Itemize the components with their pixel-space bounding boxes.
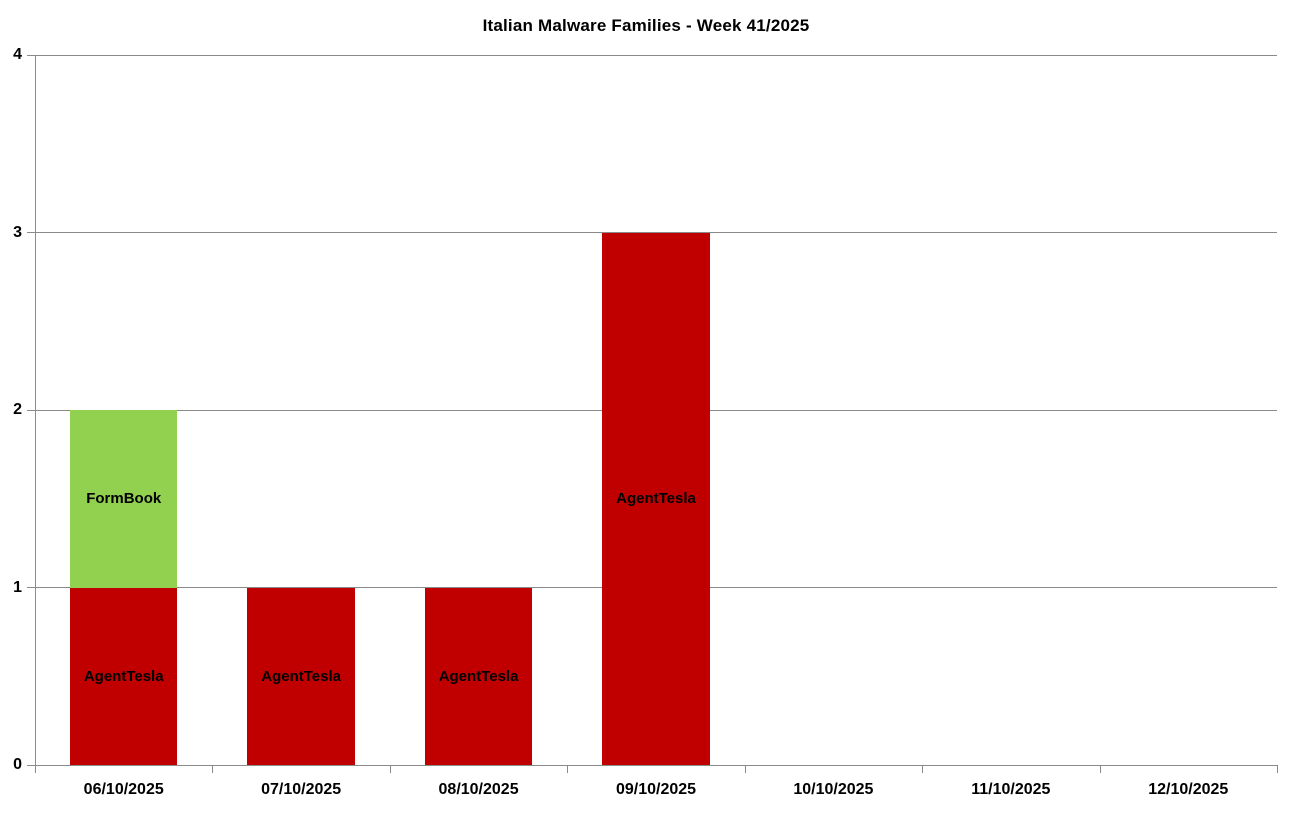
y-axis-tick-label: 3 <box>13 223 22 241</box>
bar-segment-label: AgentTesla <box>438 667 519 685</box>
x-axis-tick-label: 07/10/2025 <box>261 781 342 798</box>
y-axis-tick-label: 2 <box>13 401 22 418</box>
bar-segment-agenttesla: AgentTesla <box>602 232 710 765</box>
x-axis-tick <box>212 765 214 773</box>
x-axis-line <box>27 764 1277 766</box>
bar-segment-label: FormBook <box>86 490 162 508</box>
bar-segment-label: AgentTesla <box>261 667 342 685</box>
x-axis-tick-label: 10/10/2025 <box>793 781 874 798</box>
x-axis-tick <box>922 765 924 773</box>
x-axis-tick-label: 06/10/2025 <box>83 781 164 798</box>
x-axis-tick-label: 08/10/2025 <box>438 781 519 798</box>
x-axis-tick-label: 11/10/2025 <box>971 781 1051 798</box>
y-axis-tick-label: 0 <box>13 756 22 773</box>
chart-title: Italian Malware Families - Week 41/2025 <box>482 16 810 35</box>
x-axis-tick-label: 09/10/2025 <box>615 781 697 798</box>
x-axis-tick <box>1099 765 1101 773</box>
x-axis-tick <box>567 765 569 773</box>
x-axis-tick <box>35 765 36 773</box>
y-gridline <box>27 54 1277 56</box>
bar-segment-formbook: FormBook <box>69 410 178 588</box>
y-axis-line <box>35 55 36 773</box>
bar-segment-agenttesla: AgentTesla <box>69 587 178 765</box>
x-axis-tick <box>744 765 746 773</box>
x-axis-tick-label: 12/10/2025 <box>1148 781 1229 798</box>
y-axis-tick-label: 4 <box>13 46 22 63</box>
bar-segment-agenttesla: AgentTesla <box>247 587 355 765</box>
y-axis-tick-label: 1 <box>13 578 22 596</box>
bar-segment-label: AgentTesla <box>616 490 696 508</box>
x-axis-tick <box>389 765 391 773</box>
bar-segment-agenttesla: AgentTesla <box>424 587 533 765</box>
x-axis-tick <box>1277 765 1278 773</box>
bar-segment-label: AgentTesla <box>83 667 164 685</box>
